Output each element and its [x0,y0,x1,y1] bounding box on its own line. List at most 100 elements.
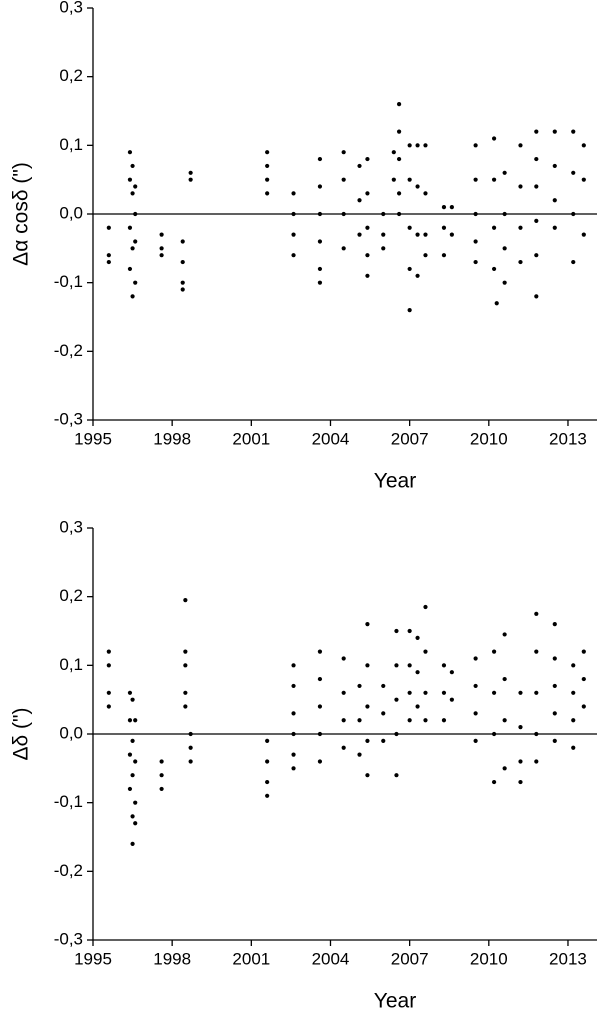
point [317,184,323,189]
point [130,191,135,196]
point [502,718,507,723]
y-axis-title: Δα cosδ (") [10,162,33,266]
point [423,143,428,148]
point [441,663,447,668]
point [534,294,539,299]
point [183,663,188,668]
point [571,129,576,134]
point [365,738,370,743]
point [317,156,323,162]
point [130,294,135,299]
point [415,273,420,278]
point [407,718,412,723]
point [518,725,523,730]
point [396,129,402,134]
point [518,690,523,695]
point [381,711,386,716]
point [133,184,138,189]
point [365,225,370,230]
point [291,191,296,196]
point [491,177,497,182]
point [365,273,370,278]
point [317,731,323,737]
point [407,628,412,634]
point [133,800,138,805]
point [396,102,402,107]
x-axis-title: Year [374,990,416,1012]
point [518,259,523,265]
point [357,163,362,169]
y-tick-label: 0,3 [59,517,83,536]
point [317,211,323,217]
y-tick-label: 0,0 [59,203,83,222]
y-tick-label: 0,2 [59,586,83,605]
point [265,738,270,743]
point [571,170,576,175]
point [130,163,135,169]
point [106,690,111,695]
point [183,704,188,709]
point [317,759,323,764]
point [473,738,478,743]
x-tick-label: 2001 [232,429,270,448]
point [502,632,507,637]
point [127,150,133,155]
point [188,745,193,750]
x-tick-label: 2001 [232,949,270,968]
point [159,253,164,258]
x-tick-label: 2007 [391,949,429,968]
point [441,718,447,723]
point [133,821,138,826]
point [159,773,164,778]
point [502,246,507,251]
point [571,259,576,265]
point [357,683,362,689]
point [183,649,188,654]
point [534,649,539,654]
point [183,690,188,695]
x-tick-label: 1995 [74,429,112,448]
point [502,170,507,175]
point [391,177,396,182]
point [581,177,586,182]
point [534,731,539,737]
point [317,676,323,682]
x-tick-label: 1998 [153,429,191,448]
x-tick-label: 2010 [470,949,508,968]
point [552,656,557,661]
point [188,177,193,182]
point [159,786,164,792]
x-tick-label: 2013 [549,429,587,448]
point [130,246,135,251]
point [188,731,193,737]
point [159,246,164,251]
point [365,622,370,627]
x-tick-label: 2013 [549,949,587,968]
point [365,663,370,668]
x-tick-label: 2004 [312,949,350,968]
point [449,205,454,210]
x-tick-label: 2004 [312,429,350,448]
point [317,649,323,654]
point [491,779,497,785]
point [365,191,370,196]
y-tick-label: -0,1 [54,792,83,811]
point [180,259,185,265]
point [159,759,164,764]
point [441,253,447,258]
y-tick-label: 0,1 [59,135,83,154]
point [127,690,133,695]
point [552,683,557,689]
point [473,211,478,217]
point [365,253,370,258]
point [396,156,402,162]
y-tick-label: 0,0 [59,723,83,742]
y-tick-label: -0,3 [54,409,83,428]
point [357,232,362,237]
point [552,622,557,627]
point [581,143,586,148]
point [415,232,420,237]
point [581,704,586,709]
point [127,225,133,230]
